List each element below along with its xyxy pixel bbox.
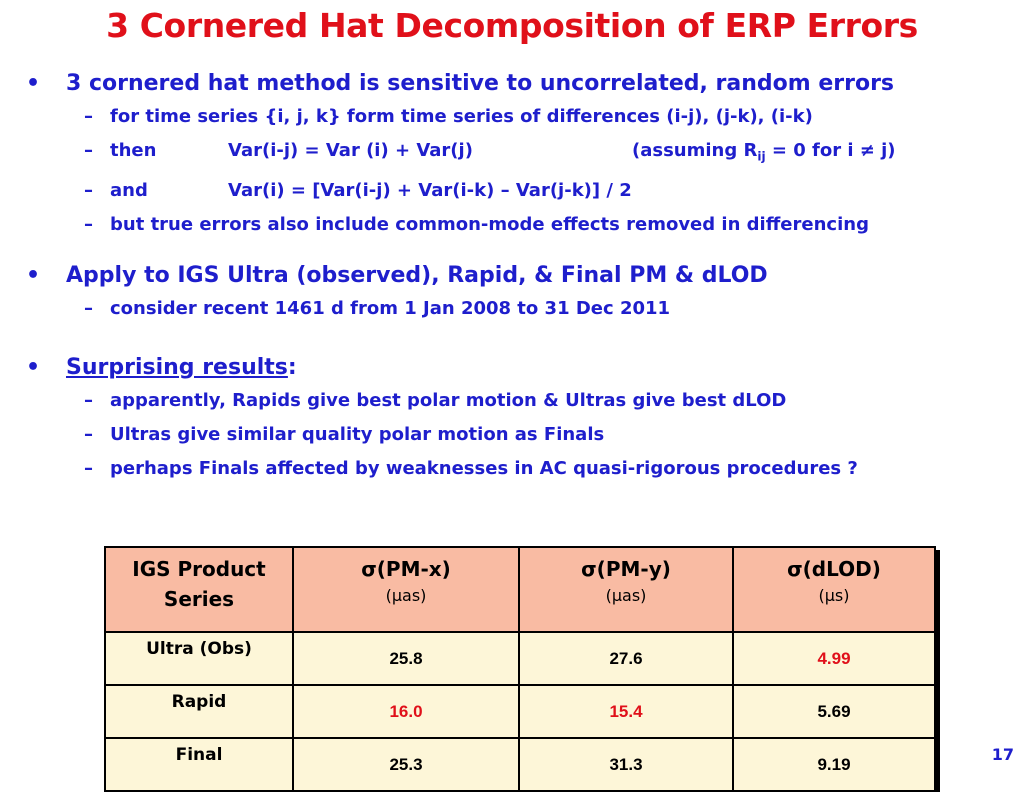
bullet-item: • 3 cornered hat method is sensitive to u…: [26, 68, 1016, 100]
sub-bullet-item: – then Var(i-j) = Var (i) + Var(j) (assumin…: [26, 134, 1016, 174]
bullet-dot-icon: •: [26, 262, 41, 288]
pm-x-cell: 25.8: [292, 631, 520, 686]
table-header-row: IGS Product Series σ(PM-x) (μas) σ(PM-y)(…: [104, 546, 936, 633]
sub-bullet-text: but true errors also include common-mode…: [110, 213, 869, 235]
equation: Var(i-j) = Var (i) + Var(j): [228, 140, 473, 161]
dlod-cell: 4.99: [732, 631, 936, 686]
sub-bullet-item: – apparently, Rapids give best polar moti…: [26, 384, 1016, 418]
equation: Var(i) = [Var(i-j) + Var(i-k) – Var(j-k)…: [228, 179, 632, 201]
sub-bullet-item: – and Var(i) = [Var(i-j) + Var(i-k) – Var(…: [26, 174, 1016, 208]
sub-bullet-item: – but true errors also include common-mod…: [26, 208, 1016, 242]
row-label: Final: [104, 737, 294, 792]
table-row: Final 25.3 31.3 9.19: [104, 737, 936, 792]
dlod-cell: 9.19: [732, 737, 936, 792]
sub-bullet-text: apparently, Rapids give best polar motio…: [110, 389, 787, 411]
bullet-item: • Surprising results:: [26, 352, 1016, 384]
sub-bullet-item: – consider recent 1461 d from 1 Jan 2008 …: [26, 292, 1016, 326]
table-row: Rapid 16.0 15.4 5.69: [104, 684, 936, 739]
page-number: 17: [991, 745, 1014, 764]
dash-icon: –: [84, 297, 93, 319]
dash-icon: –: [84, 213, 93, 235]
bullet-text: Apply to IGS Ultra (observed), Rapid, & …: [66, 262, 768, 288]
assumption-note: (assuming Rij = 0 for i ≠ j): [632, 140, 896, 164]
sub-bullet-text: Ultras give similar quality polar motion…: [110, 423, 605, 445]
dash-icon: –: [84, 389, 93, 411]
bullet-text: 3 cornered hat method is sensitive to un…: [66, 71, 895, 96]
pm-x-cell: 16.0: [292, 684, 520, 739]
dash-icon: –: [84, 457, 93, 479]
sub-bullet-lead: and: [110, 179, 148, 201]
column-header: σ(PM-x) (μas): [292, 546, 520, 633]
pm-x-cell: 25.3: [292, 737, 520, 792]
bullet-dot-icon: •: [26, 71, 41, 96]
sub-bullet-text: perhaps Finals affected by weaknesses in…: [110, 457, 858, 479]
bullet-item: • Apply to IGS Ultra (observed), Rapid, &…: [26, 260, 1016, 292]
pm-y-cell: 31.3: [518, 737, 734, 792]
colon: :: [287, 354, 297, 380]
bullet-dot-icon: •: [26, 354, 41, 380]
sub-bullet-item: – Ultras give similar quality polar motio…: [26, 418, 1016, 452]
dlod-cell: 5.69: [732, 684, 936, 739]
pm-y-cell: 15.4: [518, 684, 734, 739]
pm-y-cell: 27.6: [518, 631, 734, 686]
dash-icon: –: [84, 106, 93, 127]
dash-icon: –: [84, 140, 93, 161]
table-row: Ultra (Obs) 25.8 27.6 4.99: [104, 631, 936, 686]
column-header: IGS Product Series: [104, 546, 294, 633]
dash-icon: –: [84, 179, 93, 201]
row-label: Rapid: [104, 684, 294, 739]
sub-bullet-text: consider recent 1461 d from 1 Jan 2008 t…: [110, 297, 671, 319]
sub-bullet-item: – perhaps Finals affected by weaknesses i…: [26, 452, 1016, 486]
sub-bullet-lead: then: [110, 140, 157, 161]
row-label: Ultra (Obs): [104, 631, 294, 686]
column-header: σ(PM-y) (μas): [518, 546, 734, 633]
results-table: IGS Product Series σ(PM-x) (μas) σ(PM-y)(…: [104, 546, 936, 792]
slide-title: 3 Cornered Hat Decomposition of ERP Erro…: [106, 6, 918, 45]
sub-bullet-item: – for time series {i, j, k} form time ser…: [26, 100, 1016, 134]
dash-icon: –: [84, 423, 93, 445]
sub-bullet-text: for time series {i, j, k} form time seri…: [110, 106, 813, 127]
column-header: σ(dLOD) (μs): [732, 546, 936, 633]
bullet-list: • 3 cornered hat method is sensitive to u…: [26, 68, 1016, 486]
bullet-text: Surprising results: [66, 354, 288, 380]
